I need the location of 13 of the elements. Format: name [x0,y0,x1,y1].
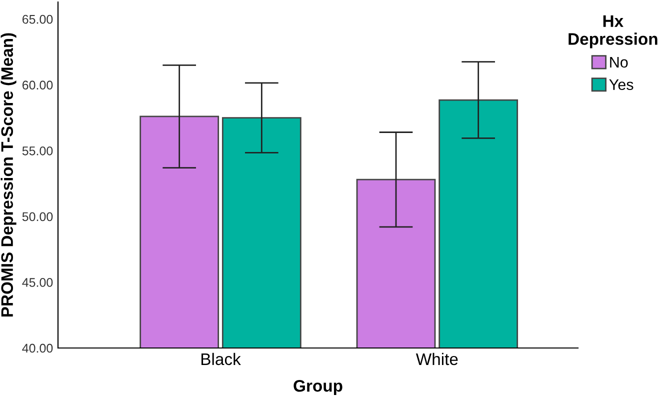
x-tick-label: Black [201,352,241,366]
legend-title: Hx Depression [568,15,658,48]
y-tick-label: 60.00 [22,80,53,90]
y-tick-label: 65.00 [22,14,53,24]
y-tick-label: 40.00 [22,344,53,353]
y-axis-title: PROMIS Depression T-Score (Mean) [0,33,16,317]
y-tick-label: 45.00 [22,278,53,287]
legend-label: No [610,56,628,68]
x-axis-title: Group [294,380,342,396]
x-tick-label: White [416,352,458,366]
y-tick-label: 55.00 [22,146,53,156]
y-tick-label: 50.00 [22,212,53,222]
legend-label: Yes [609,79,634,90]
